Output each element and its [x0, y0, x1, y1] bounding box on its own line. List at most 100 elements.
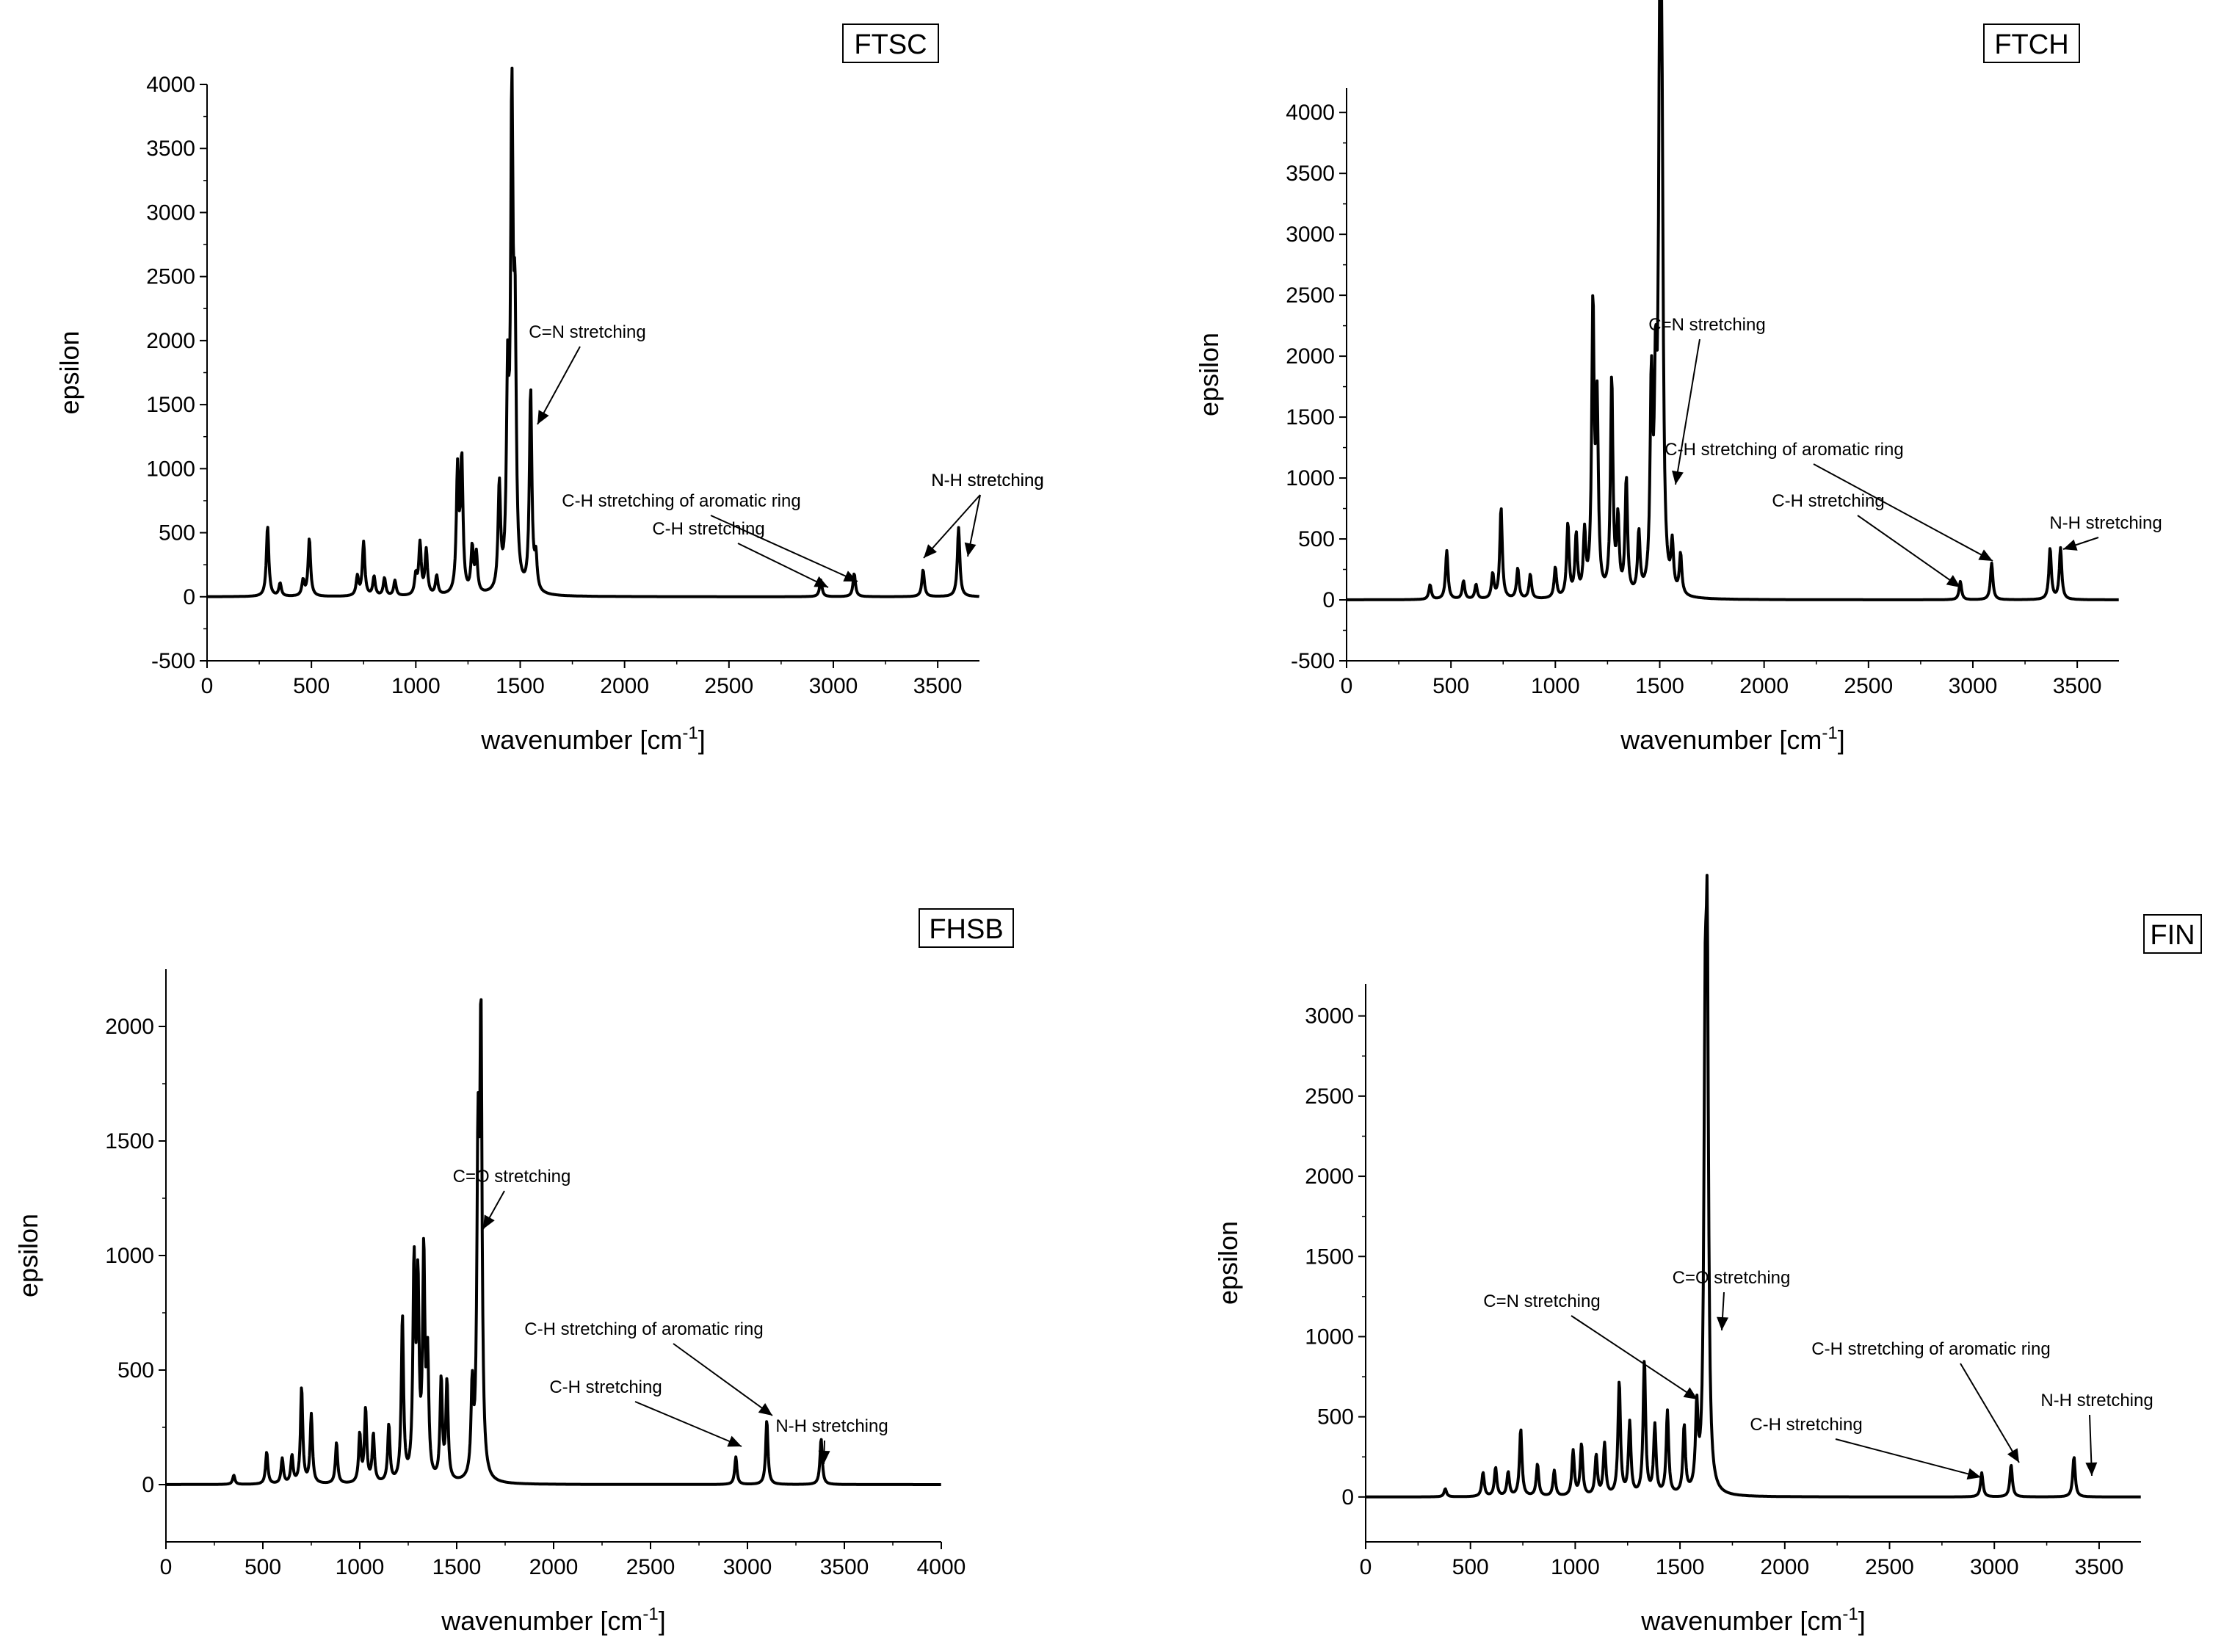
annotation-arrowhead: [2063, 539, 2078, 551]
x-tick-label: 4000: [917, 1555, 966, 1579]
y-tick-label: 4000: [146, 73, 195, 97]
annotation-label: C-H stretching of aromatic ring: [1811, 1339, 2050, 1359]
y-tick-label: 0: [183, 585, 195, 609]
x-tick-label: 0: [160, 1555, 173, 1579]
x-tick-label: 500: [293, 674, 330, 698]
annotation-label: N-H stretching: [2040, 1391, 2153, 1410]
annotation-arrowhead: [814, 576, 828, 587]
x-tick-label: 0: [201, 674, 214, 698]
x-tick-label: 1500: [432, 1555, 482, 1579]
x-axis-label: wavenumber [cm-1]: [1620, 723, 1844, 755]
annotation-arrow-line: [737, 543, 829, 588]
annotation-arrowhead: [924, 544, 937, 558]
annotation-label: C=N stretching: [1483, 1291, 1600, 1311]
y-tick-label: 500: [1317, 1405, 1354, 1430]
x-tick-label: 3500: [820, 1555, 869, 1579]
chart-title-box: [919, 908, 1014, 948]
annotation-arrow-line: [1960, 1363, 2020, 1463]
y-axis-label: epsilon: [13, 1214, 43, 1297]
x-tick-label: 3000: [1970, 1555, 2019, 1579]
x-tick-label: 500: [1432, 674, 1469, 698]
x-tick-label: 1500: [1635, 674, 1684, 698]
annotation-arrowhead: [1683, 1387, 1698, 1399]
y-tick-label: -500: [1291, 649, 1335, 673]
y-tick-label: 2000: [1305, 1164, 1354, 1189]
y-tick-label: 0: [1322, 588, 1335, 612]
x-tick-label: 2500: [626, 1555, 675, 1579]
x-tick-label: 1500: [496, 674, 545, 698]
x-tick-label: 500: [1452, 1555, 1489, 1579]
annotation-arrow-line: [537, 346, 581, 425]
y-tick-label: 1000: [146, 457, 195, 481]
annotation-arrow-line: [673, 1343, 773, 1416]
annotation-arrowhead: [727, 1435, 742, 1447]
x-tick-label: 1000: [391, 674, 441, 698]
annotation-label: C-H stretching of aromatic ring: [562, 491, 800, 511]
annotation-label: C-H stretching: [1772, 491, 1884, 511]
y-tick-label: 2000: [146, 329, 195, 353]
annotation-arrowhead: [483, 1214, 495, 1229]
y-tick-label: 3000: [1305, 1004, 1354, 1029]
annotation-label: C-H stretching: [1750, 1415, 1862, 1435]
annotation-arrow-line: [923, 494, 981, 559]
x-tick-label: 2500: [1844, 674, 1893, 698]
chart-title: FTCH: [1994, 29, 2068, 60]
y-tick-label: 1000: [1286, 466, 1335, 490]
annotation-arrow-line: [1835, 1438, 1982, 1478]
annotation-label: N-H stretching: [931, 471, 1043, 490]
x-tick-label: 3500: [2075, 1555, 2124, 1579]
y-tick-label: 500: [117, 1358, 154, 1383]
y-axis-label: epsilon: [1194, 333, 1224, 416]
chart-fin: 0 500 1000 1500 2000 2500 3000 0 500 1000 1500 2000…: [1213, 874, 2202, 1636]
y-tick-label: 1500: [105, 1129, 154, 1153]
chart-title-box: [1983, 23, 2080, 63]
annotation-arrow-line: [710, 515, 858, 582]
y-tick-label: 3000: [146, 200, 195, 225]
annotation-label: C=O stretching: [1673, 1268, 1791, 1288]
annotation-arrowhead: [1966, 1468, 1981, 1480]
x-tick-label: 2500: [1865, 1555, 1914, 1579]
y-tick-label: 500: [159, 521, 195, 546]
y-tick-label: 3500: [1286, 162, 1335, 186]
y-tick-label: 1000: [105, 1244, 154, 1268]
annotation-label: N-H stretching: [931, 471, 1043, 490]
y-axis-label: epsilon: [1213, 1221, 1243, 1305]
chart-fhsb: 0 500 1000 1500 2000 0 500 1000 1500 2000 2500 3000…: [13, 908, 1014, 1636]
y-tick-label: 1500: [1305, 1245, 1354, 1269]
y-tick-label: 1500: [146, 393, 195, 417]
y-axis-label: epsilon: [54, 330, 84, 414]
y-tick-label: 2500: [146, 265, 195, 289]
x-tick-label: 1500: [1656, 1555, 1705, 1579]
x-tick-label: 3500: [2053, 674, 2102, 698]
x-tick-label: 1000: [336, 1555, 385, 1579]
annotation-arrowhead: [2085, 1462, 2098, 1476]
x-tick-label: 3500: [913, 674, 963, 698]
chart-title-box: [842, 23, 939, 63]
annotation-label: C-H stretching of aromatic ring: [1665, 440, 1903, 460]
annotation-label: N-H stretching: [775, 1416, 888, 1436]
annotation-arrow-line: [634, 1401, 742, 1447]
x-axis-label: wavenumber [cm-1]: [441, 1604, 665, 1636]
y-tick-label: 1500: [1286, 405, 1335, 430]
x-tick-label: 3000: [1949, 674, 1998, 698]
x-tick-label: 3000: [723, 1555, 772, 1579]
annotation-label: N-H stretching: [2049, 513, 2162, 533]
spectrum-line: [164, 998, 942, 1486]
chart-title: FHSB: [929, 914, 1003, 945]
annotation-label: C-H stretching: [549, 1377, 662, 1397]
annotation-arrow-line: [1675, 338, 1700, 485]
x-tick-label: 1000: [1531, 674, 1580, 698]
annotation-arrow-line: [1571, 1315, 1698, 1400]
y-tick-label: 2500: [1286, 283, 1335, 308]
y-tick-label: 1000: [1305, 1325, 1354, 1349]
spectrum-line: [1345, 0, 2120, 601]
y-tick-label: 500: [1298, 527, 1335, 551]
annotation-arrowhead: [1717, 1316, 1729, 1330]
y-tick-label: 3000: [1286, 222, 1335, 247]
x-tick-label: 0: [1341, 674, 1353, 698]
annotation-arrowhead: [1672, 470, 1684, 485]
annotation-arrowhead: [758, 1402, 772, 1416]
annotation-arrowhead: [2007, 1448, 2019, 1463]
